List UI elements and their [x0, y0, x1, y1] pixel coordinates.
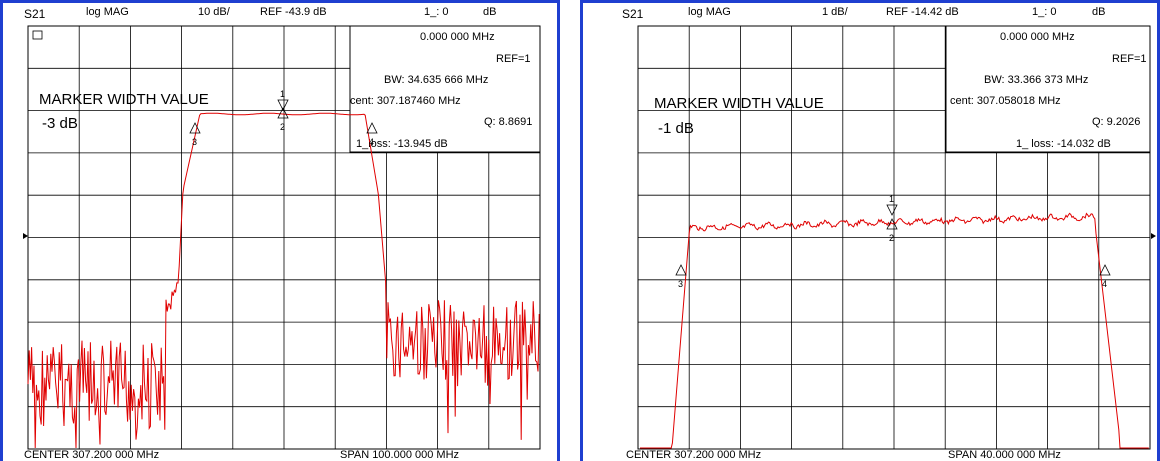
ref-label: REF -43.9 dB	[260, 6, 327, 18]
readout-box-left: 0.000 000 MHz REF=1 BW: 34.635 666 MHz c…	[350, 31, 532, 150]
scale-label: 1 dB/	[822, 6, 849, 18]
marker-freq: 0.000 000 MHz	[420, 31, 495, 43]
marker-2-label: 2	[889, 233, 894, 243]
cent-readout: cent: 307.058018 MHz	[950, 95, 1061, 107]
marker-freq: 0.000 000 MHz	[1000, 31, 1075, 43]
marker-4-icon	[366, 122, 378, 134]
span-label: SPAN 100.000 000 MHz	[340, 449, 459, 461]
marker-4-label: 4	[369, 137, 374, 147]
marker-2-icon	[886, 218, 898, 230]
format-label: log MAG	[86, 6, 129, 18]
marker-1-icon	[886, 204, 898, 216]
marker-3-label: 3	[192, 137, 197, 147]
marker-4-icon	[1099, 264, 1111, 276]
loss-readout: 1_loss: -13.945 dB	[356, 138, 448, 150]
grid-right	[637, 25, 1156, 450]
marker-1-label: 1	[889, 194, 894, 204]
marker-1-icon	[277, 99, 289, 111]
marker-2-icon	[277, 107, 289, 119]
param-label: S21	[622, 7, 644, 21]
readout-box-frame	[945, 25, 1151, 153]
loss-readout: 1_ loss: -14.032 dB	[1016, 138, 1111, 150]
marker-4-label: 4	[1102, 279, 1107, 289]
ref-arrow-icon	[23, 233, 28, 239]
markers-right: 1 2 3 4	[675, 194, 1111, 289]
marker-1-label: 1	[280, 89, 285, 99]
trace-left	[27, 112, 540, 449]
annotation-value: -3 dB	[42, 115, 78, 132]
ref-label: REF -14.42 dB	[886, 6, 959, 18]
ref-marker-label: REF=1	[496, 53, 531, 65]
bw-readout: BW: 33.366 373 MHz	[984, 74, 1088, 86]
chart-panel-left	[0, 0, 560, 461]
trace-right	[640, 212, 1149, 449]
indicator-icon	[32, 30, 43, 40]
bw-readout: BW: 34.635 666 MHz	[384, 74, 488, 86]
cent-readout: cent: 307.187460 MHz	[350, 95, 461, 107]
span-label: SPAN 40.000 000 MHz	[948, 449, 1061, 461]
marker-2-label: 2	[280, 122, 285, 132]
marker-3-label: 3	[678, 279, 683, 289]
center-label: CENTER 307.200 000 MHz	[626, 449, 761, 461]
center-label: CENTER 307.200 000 MHz	[24, 449, 159, 461]
ref-marker-label: REF=1	[1112, 53, 1147, 65]
readout-box-right: 0.000 000 MHz REF=1 BW: 33.366 373 MHz c…	[950, 31, 1147, 150]
marker-3-icon	[675, 264, 687, 276]
format-label: log MAG	[688, 6, 731, 18]
annotation-title: MARKER WIDTH VALUE	[39, 91, 209, 108]
marker-readout: 1_: 0	[1032, 6, 1056, 18]
marker-unit: dB	[1092, 6, 1105, 18]
q-readout: Q: 9.2026	[1092, 116, 1140, 128]
q-readout: Q: 8.8691	[484, 116, 532, 128]
param-label: S21	[24, 7, 46, 21]
ref-arrow-icon	[1151, 233, 1156, 239]
markers-left: 1 2 3 4	[189, 89, 378, 147]
scale-label: 10 dB/	[198, 6, 231, 18]
readout-box-frame	[349, 25, 541, 153]
chart-panel-right	[580, 0, 1160, 461]
annotation-value: -1 dB	[658, 120, 694, 137]
annotation-title: MARKER WIDTH VALUE	[654, 95, 824, 112]
marker-readout: 1_: 0	[424, 6, 448, 18]
marker-3-icon	[189, 122, 201, 134]
marker-unit: dB	[483, 6, 496, 18]
grid-left	[23, 25, 541, 450]
